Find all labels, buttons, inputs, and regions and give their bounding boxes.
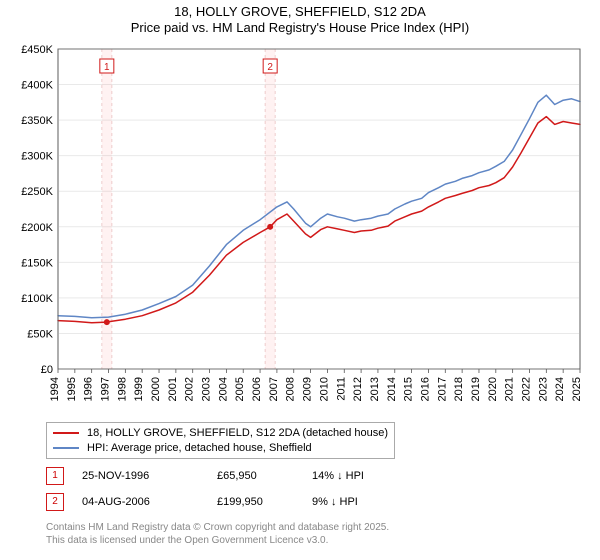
svg-text:1: 1	[104, 62, 110, 73]
svg-text:2001: 2001	[167, 377, 179, 401]
svg-text:2023: 2023	[537, 377, 549, 401]
svg-text:2021: 2021	[504, 376, 516, 400]
license-line2: This data is licensed under the Open Gov…	[46, 534, 586, 548]
svg-text:1996: 1996	[83, 377, 95, 401]
license-line1: Contains HM Land Registry data © Crown c…	[46, 521, 586, 535]
series-legend: 18, HOLLY GROVE, SHEFFIELD, S12 2DA (det…	[46, 422, 395, 459]
svg-text:2015: 2015	[403, 377, 415, 401]
svg-text:2010: 2010	[318, 377, 330, 401]
svg-text:£50K: £50K	[27, 328, 53, 340]
svg-text:2020: 2020	[487, 377, 499, 401]
legend-swatch-series2	[53, 447, 79, 449]
svg-text:£300K: £300K	[21, 150, 53, 162]
svg-text:2022: 2022	[520, 377, 532, 401]
title-address: 18, HOLLY GROVE, SHEFFIELD, S12 2DA	[0, 4, 600, 20]
chart-container: £0 £50K £100K £150K £200K £250K £300K £350K £400…	[14, 43, 586, 418]
legend-row-series1: 18, HOLLY GROVE, SHEFFIELD, S12 2DA (det…	[53, 427, 388, 439]
legend-and-sales: 18, HOLLY GROVE, SHEFFIELD, S12 2DA (det…	[46, 422, 586, 511]
sale-row-2: 2 04-AUG-2006 £199,950 9% ↓ HPI	[46, 493, 586, 511]
svg-text:£450K: £450K	[21, 44, 53, 56]
svg-text:2003: 2003	[201, 377, 213, 401]
sale-price-2: £199,950	[217, 496, 312, 508]
svg-text:2006: 2006	[251, 377, 263, 401]
svg-text:£0: £0	[41, 364, 53, 376]
sale-marker-1: 1	[46, 467, 64, 485]
svg-text:2012: 2012	[352, 377, 364, 401]
svg-text:2011: 2011	[335, 377, 347, 401]
svg-text:2017: 2017	[436, 377, 448, 401]
svg-text:2: 2	[267, 62, 273, 73]
sale-diff-1: 14% ↓ HPI	[312, 470, 586, 482]
svg-text:2024: 2024	[554, 377, 566, 401]
svg-text:£250K: £250K	[21, 186, 53, 198]
svg-text:2013: 2013	[369, 377, 381, 401]
svg-text:2019: 2019	[470, 377, 482, 401]
svg-text:2016: 2016	[419, 377, 431, 401]
title-subtitle: Price paid vs. HM Land Registry's House …	[0, 20, 600, 36]
svg-text:2007: 2007	[268, 377, 280, 401]
svg-text:2004: 2004	[217, 377, 229, 401]
header-titles: 18, HOLLY GROVE, SHEFFIELD, S12 2DA Pric…	[0, 0, 600, 37]
svg-text:1999: 1999	[133, 377, 145, 401]
legend-swatch-series1	[53, 432, 79, 434]
sale-marker-2: 2	[46, 493, 64, 511]
legend-row-series2: HPI: Average price, detached house, Shef…	[53, 442, 388, 454]
svg-text:£400K: £400K	[21, 79, 53, 91]
sale-date-2: 04-AUG-2006	[82, 496, 217, 508]
svg-text:£100K: £100K	[21, 292, 53, 304]
svg-text:2008: 2008	[285, 377, 297, 401]
svg-text:2002: 2002	[184, 377, 196, 401]
svg-text:2000: 2000	[150, 377, 162, 401]
price-chart: £0 £50K £100K £150K £200K £250K £300K £350K £400…	[14, 43, 586, 418]
svg-text:1997: 1997	[100, 377, 112, 401]
svg-text:1994: 1994	[49, 377, 61, 401]
svg-text:£200K: £200K	[21, 221, 53, 233]
svg-text:2018: 2018	[453, 377, 465, 401]
svg-text:1995: 1995	[66, 377, 78, 401]
license-text: Contains HM Land Registry data © Crown c…	[46, 521, 586, 548]
legend-label-series1: 18, HOLLY GROVE, SHEFFIELD, S12 2DA (det…	[87, 427, 388, 439]
svg-text:£350K: £350K	[21, 115, 53, 127]
svg-text:2005: 2005	[234, 377, 246, 401]
sale-row-1: 1 25-NOV-1996 £65,950 14% ↓ HPI	[46, 467, 586, 485]
sale-diff-2: 9% ↓ HPI	[312, 496, 586, 508]
sale-date-1: 25-NOV-1996	[82, 470, 217, 482]
sale-price-1: £65,950	[217, 470, 312, 482]
svg-text:2025: 2025	[571, 377, 583, 401]
legend-label-series2: HPI: Average price, detached house, Shef…	[87, 442, 312, 454]
svg-text:£150K: £150K	[21, 257, 53, 269]
svg-text:2014: 2014	[386, 377, 398, 401]
svg-text:2009: 2009	[302, 377, 314, 401]
svg-text:1998: 1998	[116, 377, 128, 401]
